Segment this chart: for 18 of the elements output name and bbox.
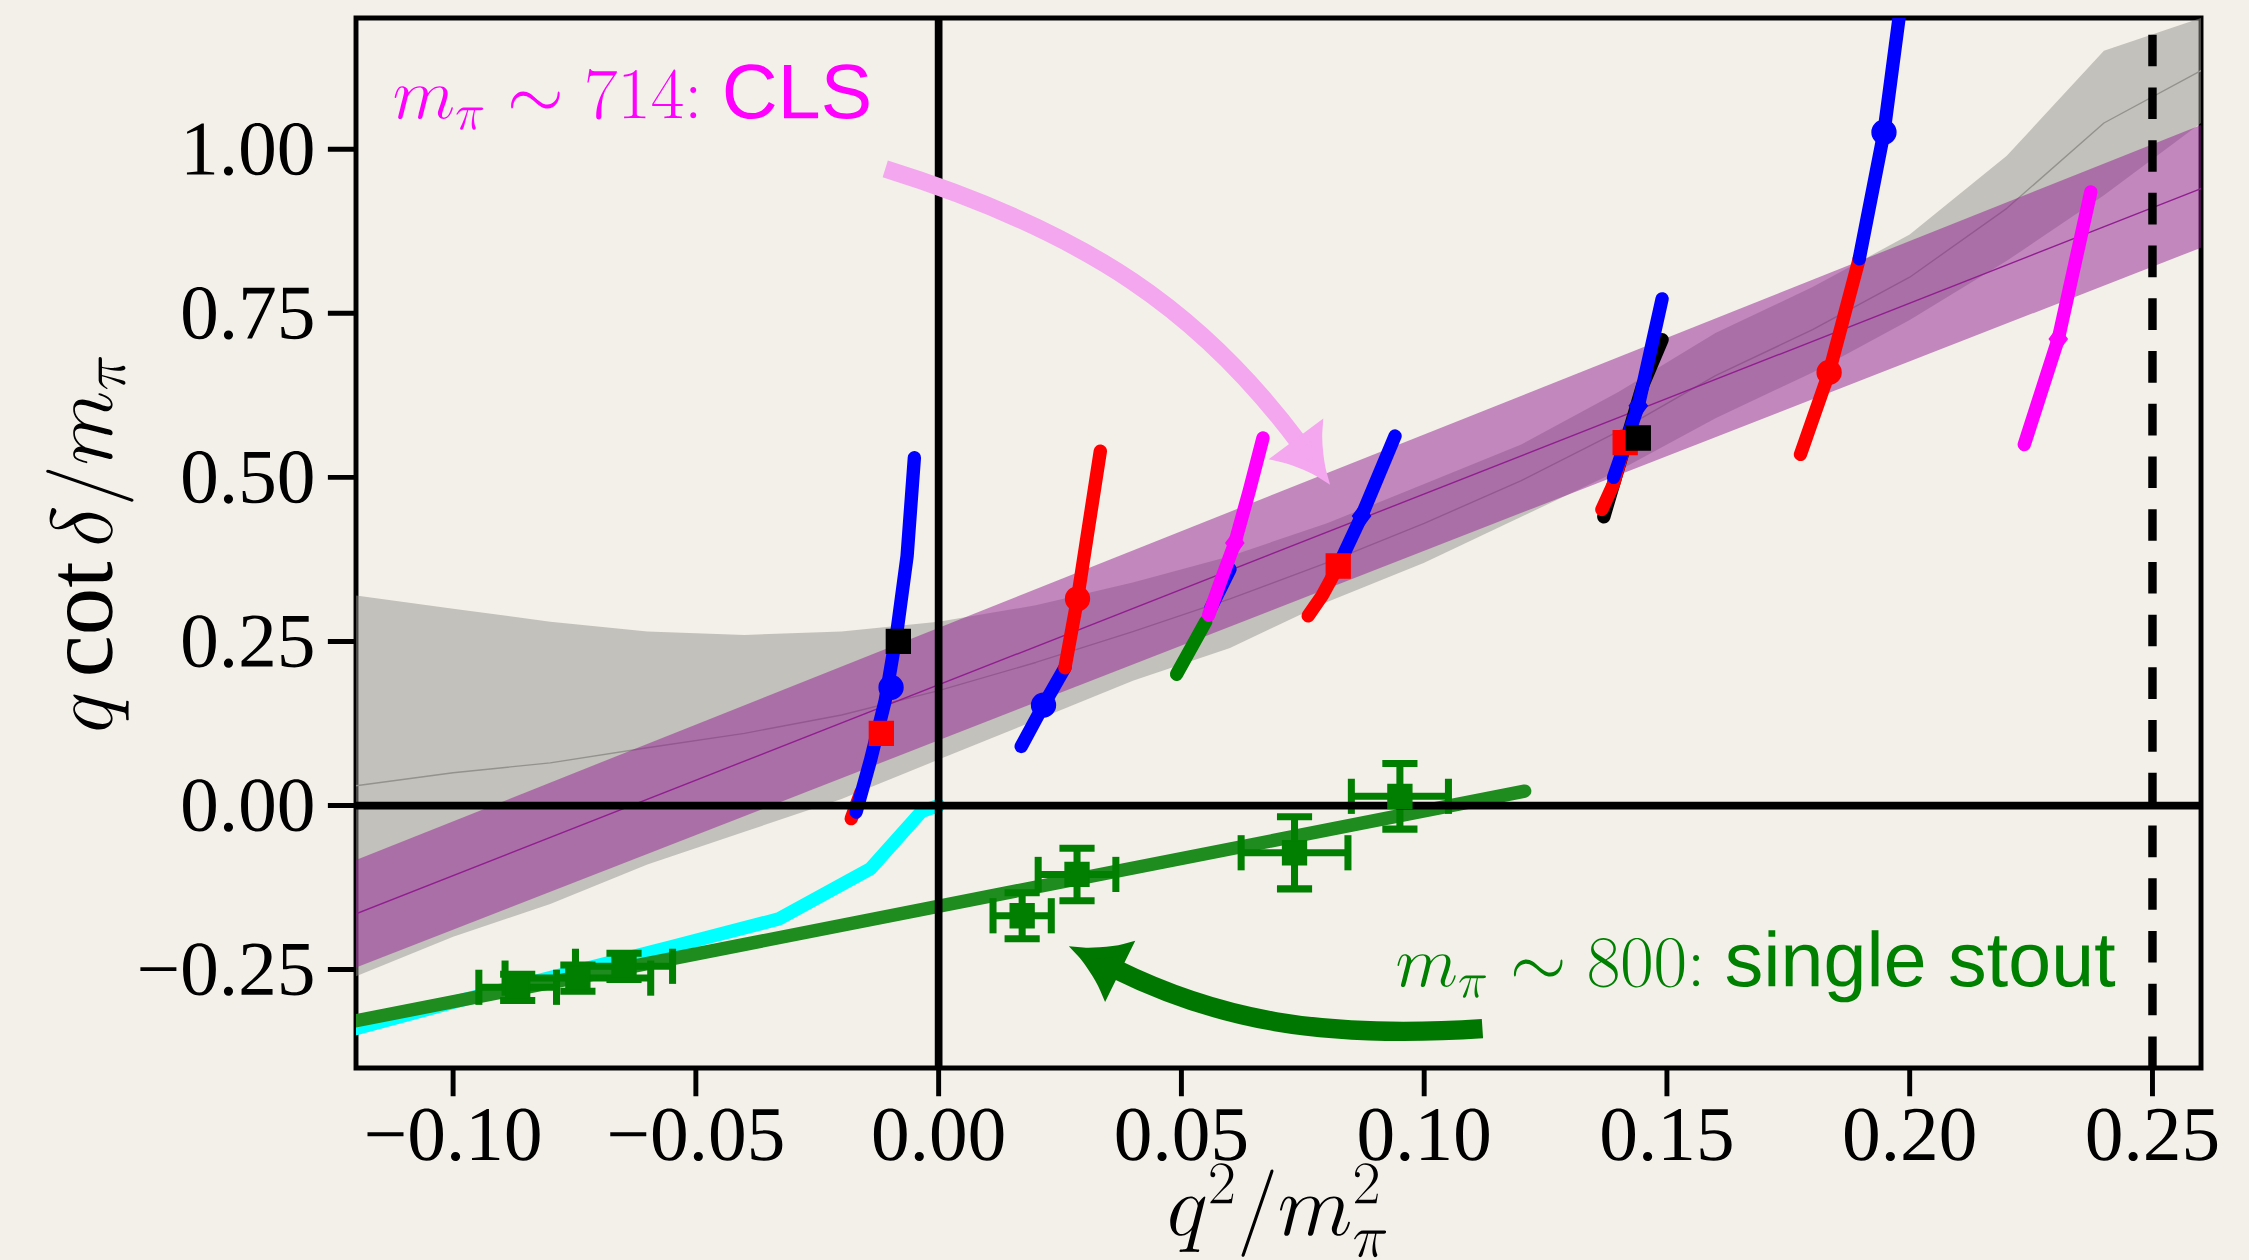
y-tick-label: 0.50 bbox=[183, 451, 313, 504]
y-tick-label: −0.25 bbox=[140, 943, 313, 996]
x-tick-label: 0.05 bbox=[1116, 1108, 1247, 1162]
y-tick-label: 0.75 bbox=[183, 287, 313, 340]
x-tick-label: 0.10 bbox=[1359, 1108, 1489, 1162]
y-tick-label: 0.25 bbox=[183, 615, 313, 668]
x-axis-title: $q^2/m_\pi^2$ bbox=[1170, 1163, 1387, 1258]
x-tick-label: −0.10 bbox=[367, 1108, 540, 1162]
x-tick-label: 0.20 bbox=[1844, 1108, 1975, 1162]
x-tick-label: 0.25 bbox=[2087, 1108, 2218, 1162]
y-axis-title: $q\cot\delta/m_\pi$ bbox=[46, 357, 134, 730]
annotation: $m_\pi \sim 714\mathrm{:}\ \textsf{CLS}$ bbox=[394, 64, 869, 130]
y-tick-label: 1.00 bbox=[186, 123, 313, 176]
x-tick-label: 0.00 bbox=[873, 1108, 1004, 1162]
y-tick-label: 0.00 bbox=[183, 779, 313, 832]
x-tick-label: −0.05 bbox=[610, 1108, 783, 1162]
annotation: $m_\pi \sim 800\mathrm{:}\ \textsf{single stout}$ bbox=[1397, 930, 2116, 1003]
x-tick-label: 0.15 bbox=[1602, 1108, 1732, 1162]
